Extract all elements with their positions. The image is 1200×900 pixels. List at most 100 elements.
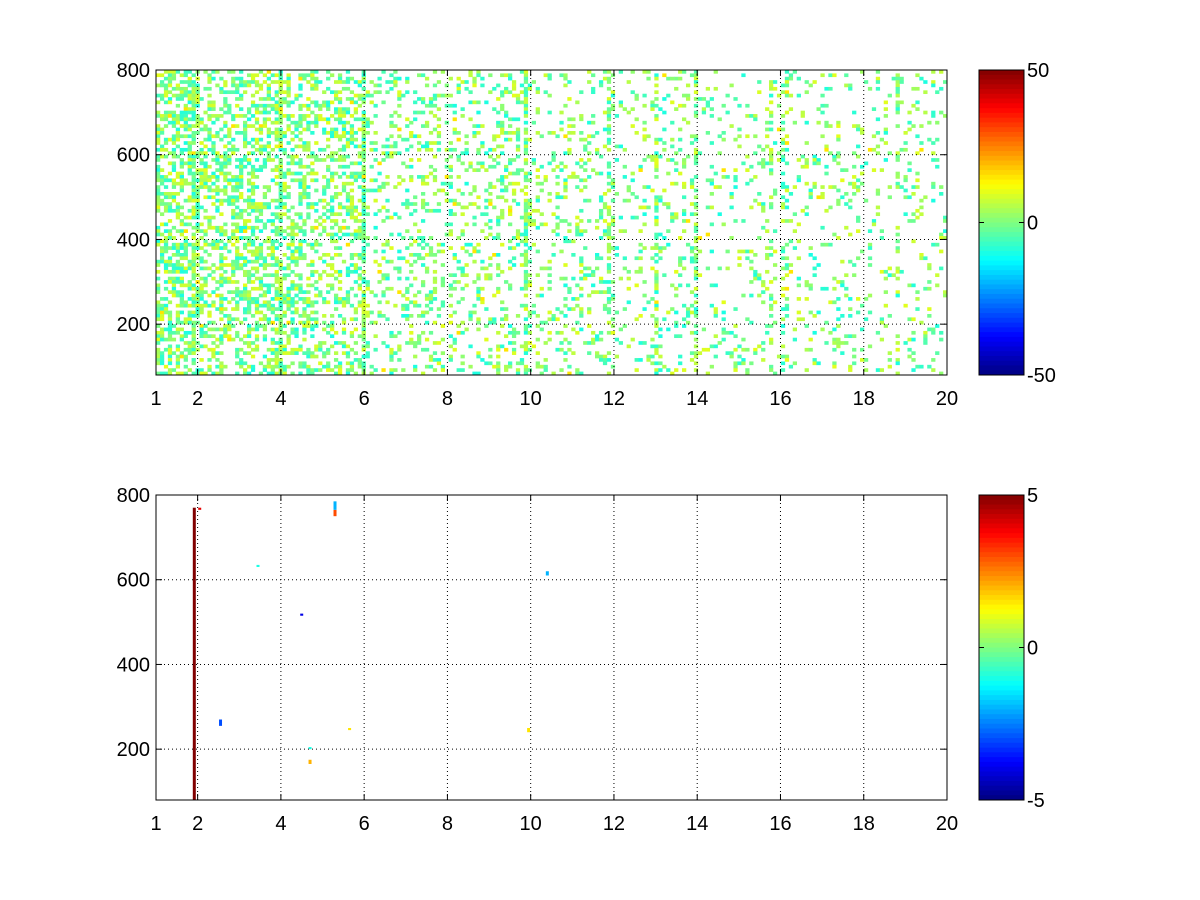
heatmap-cell-3170 xyxy=(527,324,533,328)
heatmap-cell-3575 xyxy=(622,198,627,203)
heatmap-cell-1584 xyxy=(290,347,295,352)
heatmap-cell-211 xyxy=(171,154,177,159)
heatmap-cell-3604 xyxy=(634,195,639,200)
heatmap-cell-2191 xyxy=(357,358,362,362)
heatmap-cell-408 xyxy=(187,158,192,162)
heatmap-cell-2105 xyxy=(349,198,355,203)
heatmap-cell-970 xyxy=(239,107,244,111)
heatmap-cell-4236 xyxy=(800,110,805,115)
heatmap-cell-1196 xyxy=(258,168,264,172)
heatmap-cell-3251 xyxy=(551,158,556,162)
heatmap-cell-1170 xyxy=(254,297,260,301)
heatmap-cell-790 xyxy=(219,310,224,315)
heatmap-cell-328 xyxy=(179,280,184,284)
y-tick-label-200: 200 xyxy=(117,314,150,336)
colorbar-segment-27 xyxy=(979,198,1024,204)
heatmap-cell-2053 xyxy=(345,86,351,91)
heatmap-cell-2060 xyxy=(345,141,351,145)
heatmap-cell-2859 xyxy=(480,229,485,233)
heatmap-cell-2437 xyxy=(397,347,402,352)
heatmap-cell-2880 xyxy=(484,337,489,342)
heatmap-cell-4526 xyxy=(895,293,900,298)
heatmap-cell-230 xyxy=(171,276,177,281)
heatmap-cell-2585 xyxy=(424,347,430,352)
heatmap-cell-3703 xyxy=(654,290,659,294)
tick-marks xyxy=(155,494,948,800)
heatmap-cell-2599 xyxy=(428,249,434,254)
heatmap-cell-2694 xyxy=(448,175,453,179)
heatmap-cell-3047 xyxy=(515,117,521,122)
heatmap-cell-3419 xyxy=(591,73,596,78)
heatmap-cell-3295 xyxy=(563,151,568,156)
heatmap-cell-2488 xyxy=(409,263,414,267)
heatmap-cell-242 xyxy=(175,83,181,88)
heatmap-cell-2734 xyxy=(456,83,461,88)
colorbar-segment-47 xyxy=(979,293,1024,300)
heatmap-cell-3021 xyxy=(508,364,513,369)
heatmap-cell-3605 xyxy=(634,215,639,220)
heatmap-cell-4142 xyxy=(776,158,782,162)
heatmap-cell-2771 xyxy=(460,361,465,366)
heatmap-cell-3330 xyxy=(567,341,572,345)
heatmap-cell-901 xyxy=(231,236,236,240)
heatmap-cell-1399 xyxy=(278,83,283,88)
heatmap-cell-3824 xyxy=(685,97,691,101)
heatmap-cell-1046 xyxy=(246,73,252,78)
heatmap-cell-1132 xyxy=(250,341,256,345)
heatmap-cell-1949 xyxy=(333,127,339,132)
heatmap-cell-1906 xyxy=(330,73,335,78)
heatmap-cell-2866 xyxy=(484,100,489,105)
heatmap-cell-4289 xyxy=(816,361,821,366)
heatmap-cell-1787 xyxy=(314,86,319,91)
heatmap-cell-4407 xyxy=(856,154,861,159)
heatmap-cell-1745 xyxy=(306,371,311,376)
heatmap-cell-3898 xyxy=(693,351,699,355)
heatmap-cell-1744 xyxy=(306,368,311,372)
heatmap-cell-3098 xyxy=(523,127,529,132)
heatmap-cell-4420 xyxy=(859,164,865,169)
heatmap-cell-1661 xyxy=(298,314,303,318)
heatmap-cell-3960 xyxy=(721,175,726,179)
heatmap-cell-1171 xyxy=(254,300,260,305)
heatmap-cell-847 xyxy=(227,127,232,132)
heatmap-cell-1098 xyxy=(250,103,256,108)
heatmap-cell-415 xyxy=(187,198,192,203)
heatmap-cell-2136 xyxy=(353,171,358,176)
heatmap-cell-3279 xyxy=(559,161,564,166)
colorbar-segment-41 xyxy=(979,690,1024,696)
heatmap-cell-187 xyxy=(167,337,173,342)
heatmap-cell-2726 xyxy=(452,273,457,278)
heatmap-cell-3647 xyxy=(646,205,651,210)
heatmap-cell-2099 xyxy=(349,161,355,166)
heatmap-cell-1712 xyxy=(306,120,311,125)
heatmap-cell-1930 xyxy=(330,263,335,267)
heatmap-cell-2022 xyxy=(341,124,347,128)
heatmap-cell-3515 xyxy=(606,249,612,254)
heatmap-cell-2814 xyxy=(472,188,477,193)
heatmap-cell-1871 xyxy=(322,364,327,369)
heatmap-cell-4070 xyxy=(761,225,766,230)
heatmap-cell-2739 xyxy=(456,154,461,159)
heatmap-cell-4375 xyxy=(844,334,849,339)
heatmap-cell-2073 xyxy=(345,232,351,237)
heatmap-cell-785 xyxy=(219,293,224,298)
heatmap-cell-1060 xyxy=(246,188,252,193)
heatmap-cell-262 xyxy=(175,208,181,213)
heatmap-cell-3527 xyxy=(606,320,612,325)
heatmap-cell-508 xyxy=(191,371,196,376)
heatmap-cell-3936 xyxy=(709,344,714,349)
heatmap-cell-3198 xyxy=(535,249,540,254)
heatmap-cell-319 xyxy=(179,232,184,237)
heatmap-cell-1336 xyxy=(270,347,275,352)
heatmap-cell-3499 xyxy=(606,161,612,166)
heatmap-cell-1833 xyxy=(318,273,323,278)
y-tick-label-800: 800 xyxy=(117,60,150,82)
heatmap-cell-2760 xyxy=(460,229,465,233)
heatmap-cell-2070 xyxy=(345,208,351,213)
heatmap-cell-3970 xyxy=(725,175,730,179)
heatmap-cell-551 xyxy=(195,293,200,298)
heatmap-cell-3850 xyxy=(689,351,695,355)
heatmap-cell-341 xyxy=(179,354,184,359)
heatmap-cell-4031 xyxy=(749,178,754,183)
heatmap-cell-2159 xyxy=(353,371,358,376)
